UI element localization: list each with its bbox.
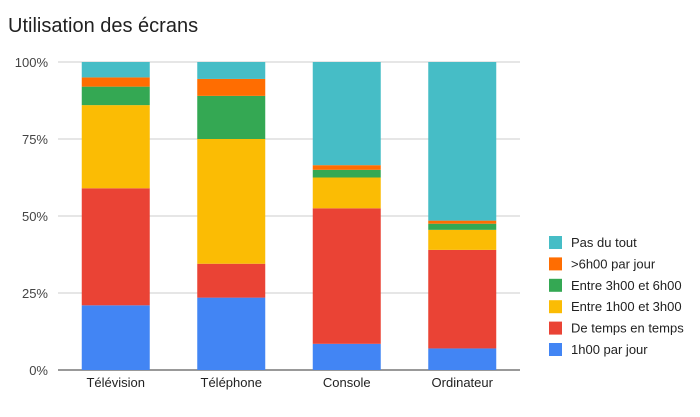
legend-swatch	[549, 278, 562, 292]
bar-segment	[428, 249, 497, 349]
legend-label: Entre 1h00 et 3h00	[571, 299, 682, 314]
bar-segment	[81, 86, 150, 106]
bar-segment	[81, 105, 150, 189]
bar-segment	[81, 77, 150, 87]
bar-segment	[81, 305, 150, 370]
bar-segment	[197, 139, 266, 264]
bar-segment	[197, 78, 266, 96]
bar-segment	[428, 229, 497, 250]
legend-swatch	[549, 236, 562, 249]
legend-label: De temps en temps	[571, 321, 684, 336]
legend-swatch	[549, 343, 562, 356]
bar-segment	[197, 62, 266, 79]
bars	[81, 62, 497, 370]
legend-label: Pas du tout	[571, 235, 637, 250]
y-tick-label: 25%	[22, 286, 48, 301]
bar-segment	[312, 169, 381, 178]
bar-segment	[197, 297, 266, 370]
legend: Pas du tout >6h00 par jour Entre 3h00 et 6…	[549, 235, 684, 357]
x-tick-label: Téléphone	[201, 375, 262, 390]
bar-segment	[428, 223, 497, 230]
bar-segment	[312, 208, 381, 344]
bar-segment	[81, 188, 150, 306]
legend-label: >6h00 par jour	[571, 256, 656, 271]
legend-label: 1h00 par jour	[571, 342, 648, 357]
y-tick-label: 50%	[22, 209, 48, 224]
y-axis-ticks: 0% 25% 50% 75% 100%	[15, 55, 49, 378]
bar-segment	[428, 220, 497, 224]
bar-segment	[312, 165, 381, 170]
bar-segment	[197, 95, 266, 139]
y-tick-label: 75%	[22, 132, 48, 147]
bar-segment	[81, 62, 150, 78]
legend-swatch	[549, 321, 562, 335]
x-tick-label: Console	[323, 375, 371, 390]
x-axis-labels: Télévision Téléphone Console Ordinateur	[86, 375, 493, 390]
bar-segment	[428, 348, 497, 370]
legend-swatch	[549, 257, 562, 271]
chart-title: Utilisation des écrans	[8, 15, 198, 37]
legend-swatch	[549, 300, 562, 314]
bar-segment	[312, 343, 381, 370]
bar-segment	[312, 177, 381, 209]
bar-segment	[312, 62, 381, 166]
y-tick-label: 100%	[15, 55, 49, 70]
bar-segment	[197, 263, 266, 298]
y-tick-label: 0%	[29, 363, 48, 378]
x-tick-label: Télévision	[86, 375, 145, 390]
x-tick-label: Ordinateur	[432, 375, 494, 390]
legend-label: Entre 3h00 et 6h00	[571, 278, 682, 293]
bar-segment	[428, 62, 497, 221]
